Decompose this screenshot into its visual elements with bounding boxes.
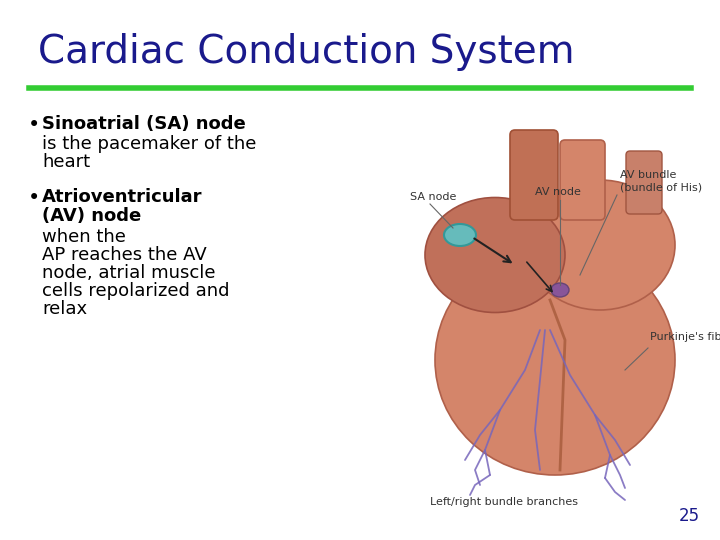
Text: (AV) node: (AV) node: [42, 207, 141, 225]
Ellipse shape: [444, 224, 476, 246]
Text: cells repolarized and: cells repolarized and: [42, 282, 230, 300]
Text: heart: heart: [42, 153, 90, 171]
Text: Atrioventricular: Atrioventricular: [42, 188, 202, 206]
Text: 25: 25: [679, 507, 700, 525]
Text: AV bundle
(bundle of His): AV bundle (bundle of His): [620, 170, 702, 192]
Text: Cardiac Conduction System: Cardiac Conduction System: [38, 33, 575, 71]
Text: SA node: SA node: [410, 192, 456, 202]
Text: relax: relax: [42, 300, 87, 318]
FancyBboxPatch shape: [510, 130, 558, 220]
Text: node, atrial muscle: node, atrial muscle: [42, 264, 215, 282]
Text: Sinoatrial (SA) node: Sinoatrial (SA) node: [42, 115, 246, 133]
Ellipse shape: [435, 245, 675, 475]
FancyBboxPatch shape: [560, 140, 605, 220]
Ellipse shape: [425, 198, 565, 313]
Ellipse shape: [525, 180, 675, 310]
Text: when the: when the: [42, 228, 126, 246]
FancyBboxPatch shape: [626, 151, 662, 214]
Text: AP reaches the AV: AP reaches the AV: [42, 246, 207, 264]
Text: •: •: [28, 115, 40, 135]
Text: •: •: [28, 188, 40, 208]
Text: is the pacemaker of the: is the pacemaker of the: [42, 135, 256, 153]
Text: Purkinje's fibers: Purkinje's fibers: [650, 332, 720, 342]
Text: AV node: AV node: [535, 187, 581, 197]
Ellipse shape: [551, 283, 569, 297]
Text: Left/right bundle branches: Left/right bundle branches: [430, 497, 578, 507]
